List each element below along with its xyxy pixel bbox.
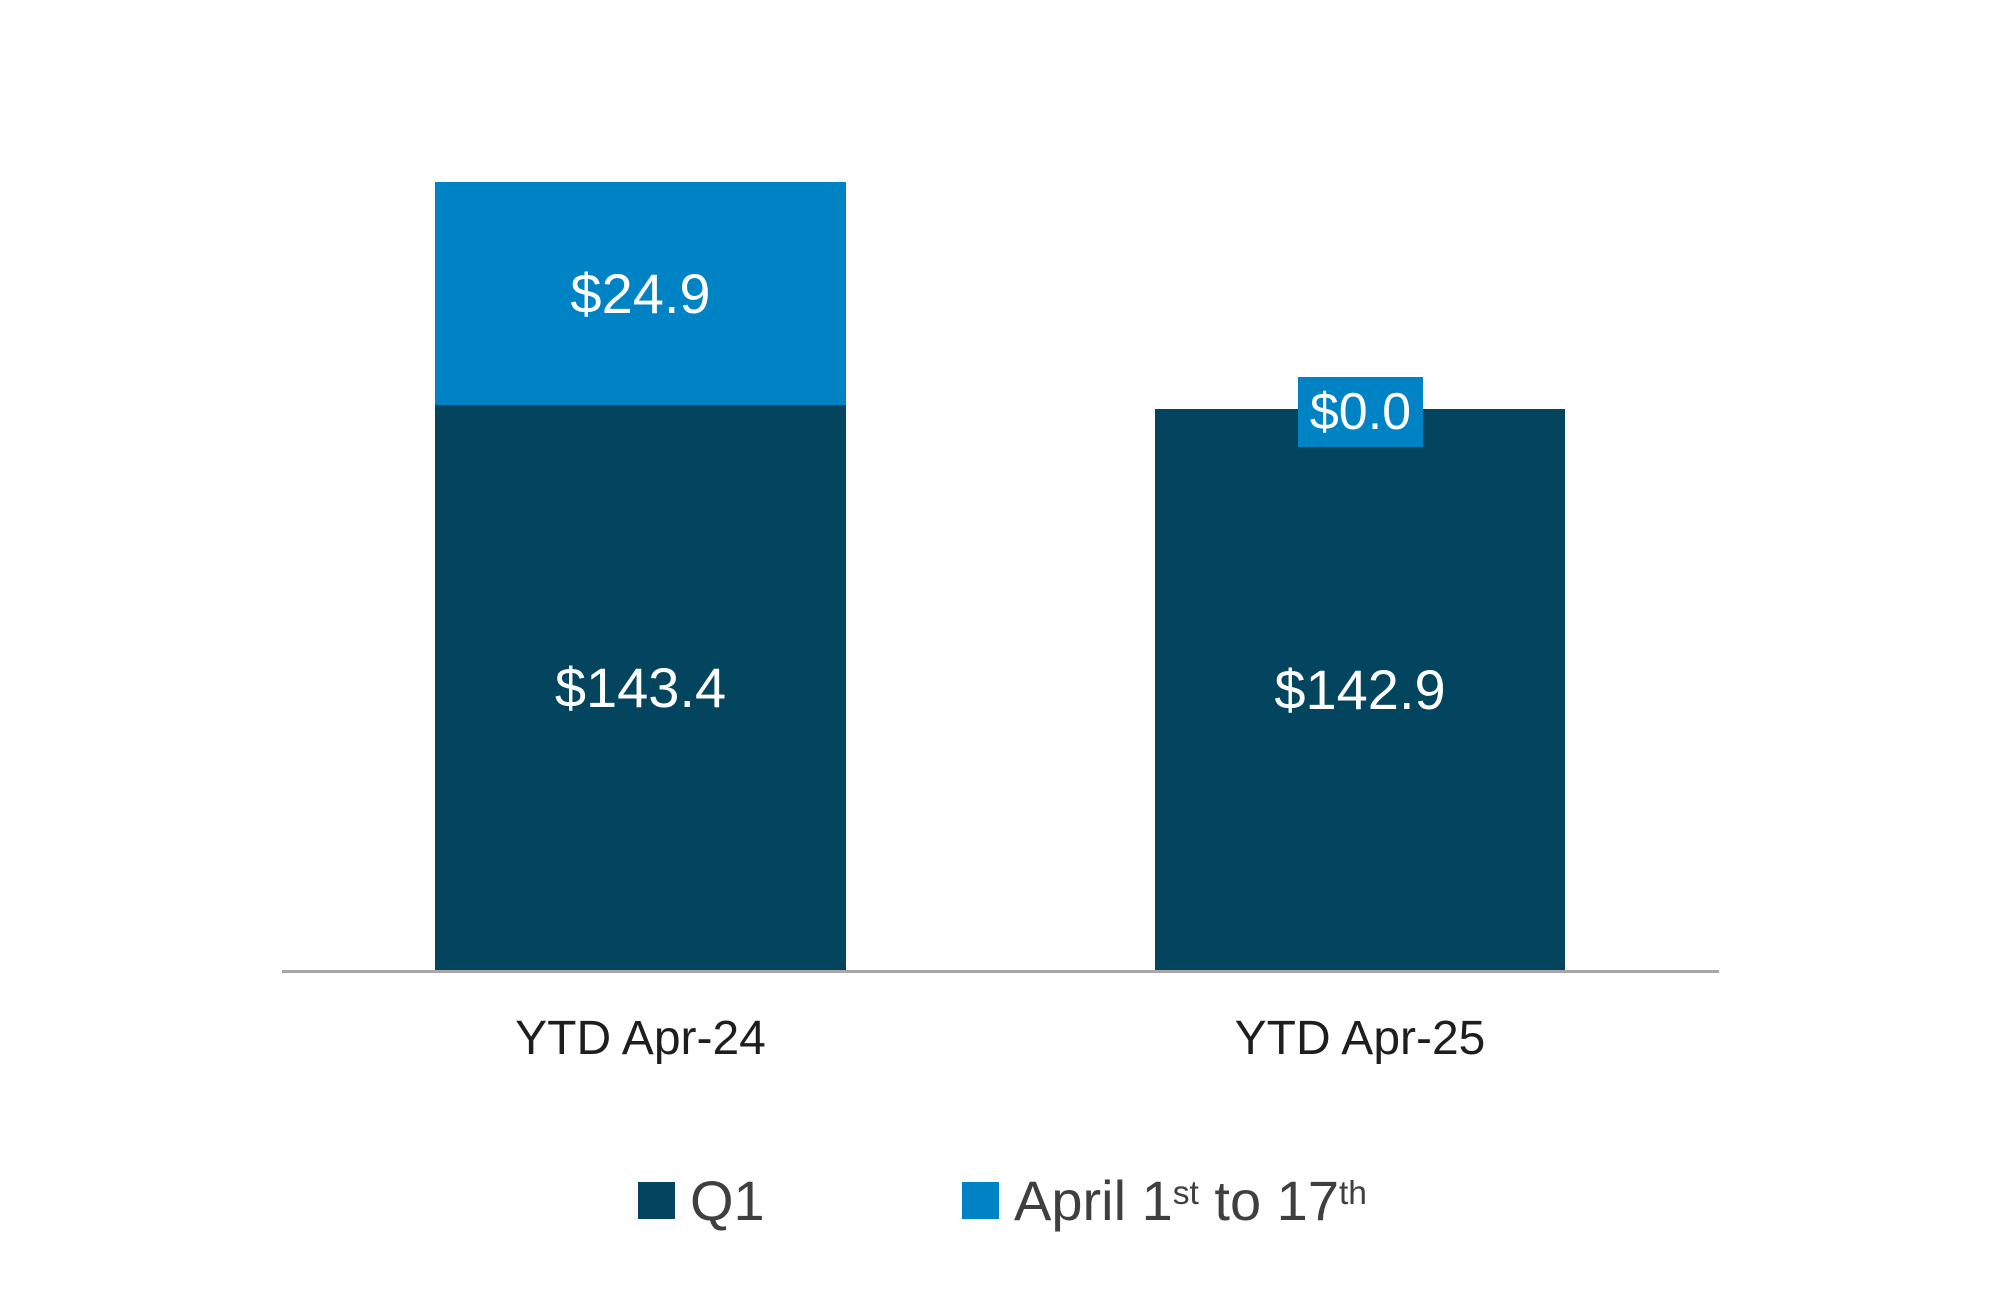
value-label-april-24: $24.9 bbox=[570, 261, 711, 325]
bar-ytd-apr24-segment-april: $24.9 bbox=[435, 182, 846, 405]
legend-item-april: April 1st to 17th bbox=[962, 1170, 1367, 1232]
legend-label-april-mid: to 17 bbox=[1198, 1169, 1339, 1232]
x-axis-line bbox=[282, 970, 1719, 973]
bar-ytd-apr25-segment-april-label-box: $0.0 bbox=[1298, 377, 1423, 447]
x-axis-label-ytd-apr24: YTD Apr-24 bbox=[515, 1011, 766, 1065]
legend-label-april-sup-th: th bbox=[1338, 1174, 1367, 1212]
legend-label-q1: Q1 bbox=[690, 1169, 765, 1232]
legend-item-q1: Q1 bbox=[638, 1170, 765, 1232]
legend-label-april-sup-st: st bbox=[1172, 1174, 1199, 1212]
legend-swatch-q1-icon bbox=[638, 1182, 675, 1220]
x-axis-label-ytd-apr25: YTD Apr-25 bbox=[1234, 1011, 1486, 1065]
bar-ytd-apr25-segment-q1: $142.9 bbox=[1155, 409, 1565, 971]
value-label-april-25: $0.0 bbox=[1309, 383, 1412, 441]
legend-swatch-april-icon bbox=[962, 1182, 999, 1220]
bar-ytd-apr24-segment-q1: $143.4 bbox=[435, 405, 846, 971]
legend-label-april: April 1st to 17th bbox=[1014, 1170, 1367, 1232]
value-label-q1-24: $143.4 bbox=[554, 656, 727, 719]
legend-label-april-prefix: April 1 bbox=[1014, 1169, 1173, 1232]
value-label-q1-25: $142.9 bbox=[1274, 658, 1446, 721]
